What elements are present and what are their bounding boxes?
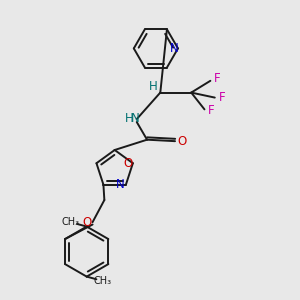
Text: H: H (125, 112, 134, 125)
Text: N: N (131, 112, 140, 125)
Text: O: O (178, 135, 187, 148)
Text: F: F (208, 104, 214, 117)
Text: H: H (148, 80, 157, 93)
Text: N: N (116, 178, 125, 191)
Text: F: F (219, 91, 226, 104)
Text: N: N (170, 42, 178, 55)
Text: CH₃: CH₃ (61, 217, 80, 227)
Text: CH₃: CH₃ (94, 276, 112, 286)
Text: O: O (83, 216, 92, 229)
Text: F: F (214, 72, 220, 85)
Text: O: O (123, 157, 132, 170)
